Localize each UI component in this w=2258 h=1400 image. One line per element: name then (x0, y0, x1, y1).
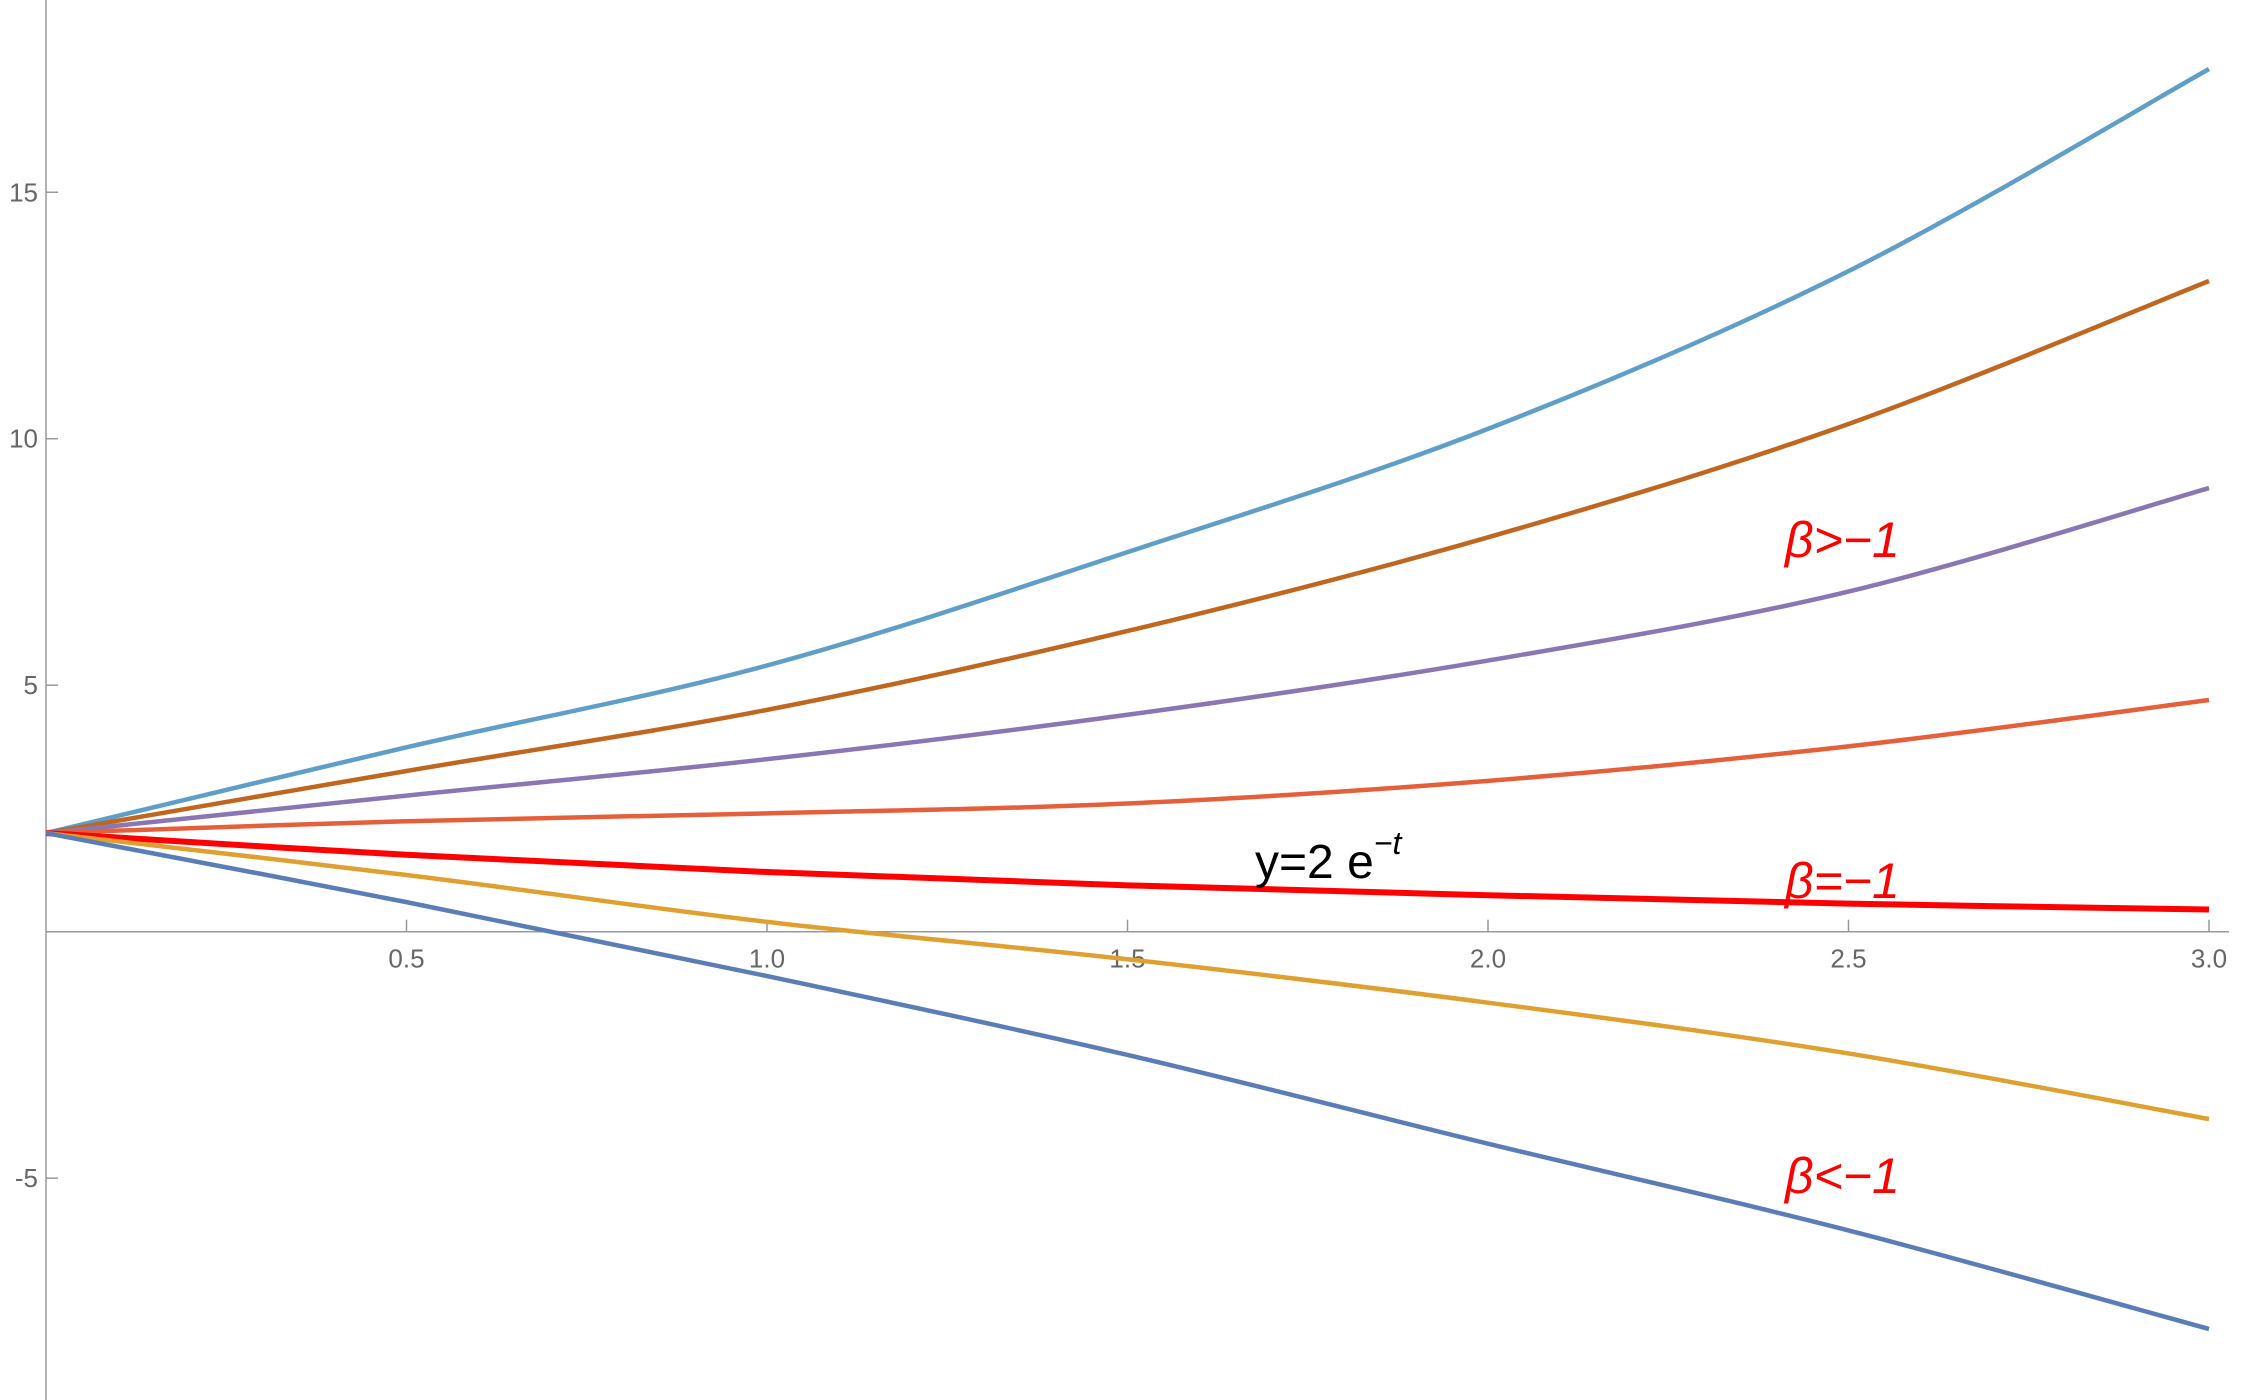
formula-exponent: −t (1374, 825, 1403, 861)
x-tick-label: 2.5 (1830, 944, 1866, 974)
series-line (45, 830, 2210, 1332)
y-tick-label: 15 (9, 177, 38, 207)
series-line (45, 697, 2210, 836)
annotation: β>−1 (1783, 512, 1900, 568)
series-line (45, 67, 2211, 836)
series-line (45, 485, 2210, 836)
formula-text: y=2 e (1255, 836, 1374, 889)
series-line (45, 830, 2210, 1122)
y-tick-label: 10 (9, 424, 38, 454)
x-tick-label: 0.5 (388, 944, 424, 974)
series-line (45, 830, 2210, 913)
formula-annotation: y=2 e−t (1255, 825, 1402, 889)
annotation: β<−1 (1783, 1148, 1900, 1204)
y-tick-label: -5 (15, 1163, 38, 1193)
y-tick-label: 5 (24, 670, 38, 700)
annotation: β=−1 (1783, 853, 1900, 909)
x-tick-label: 3.0 (2191, 944, 2227, 974)
series-line (45, 278, 2210, 836)
x-tick-label: 1.0 (749, 944, 785, 974)
x-tick-label: 2.0 (1470, 944, 1506, 974)
